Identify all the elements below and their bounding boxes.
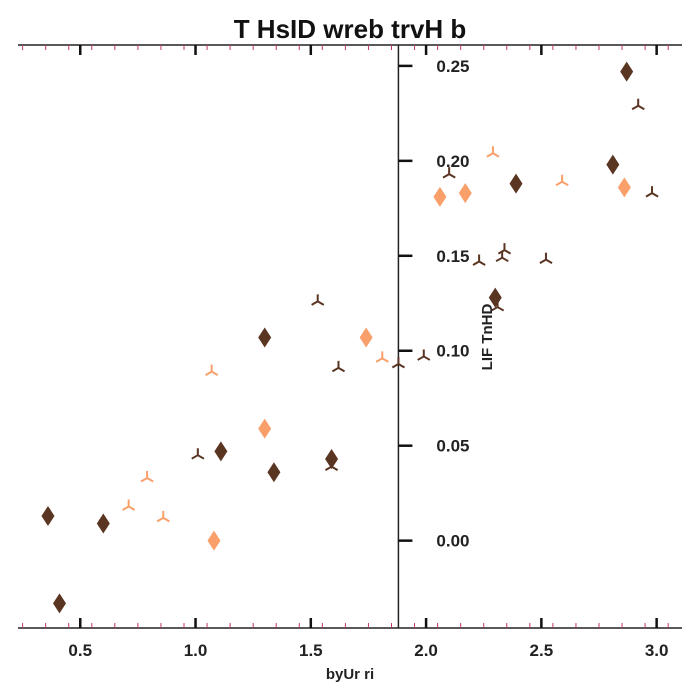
y-tick-label: 0.00: [436, 532, 469, 551]
y-axis-label: LIF TnHD: [479, 304, 496, 371]
data-point-tri: [331, 360, 346, 373]
data-point-tri: [391, 357, 406, 369]
data-point-tri: [486, 146, 500, 158]
data-point-tri: [156, 510, 170, 523]
y-tick-label: 0.15: [436, 247, 469, 266]
data-point-diamond: [458, 183, 472, 204]
data-point-tri: [191, 448, 205, 460]
data-point-tri: [631, 98, 645, 111]
data-point-tri: [497, 243, 512, 255]
data-point-tri: [472, 254, 486, 266]
data-point-tri: [324, 459, 339, 471]
data-point-diamond: [620, 61, 634, 82]
y-tick-label: 0.10: [436, 342, 469, 361]
data-point-diamond: [53, 593, 66, 614]
x-tick-label: 2.0: [414, 641, 438, 660]
data-point-tri: [311, 294, 325, 306]
data-point-diamond: [214, 441, 228, 462]
data-point-diamond: [433, 186, 447, 207]
x-axis-label: byUr ri: [326, 666, 374, 683]
x-tick-label: 1.5: [299, 641, 323, 660]
data-point-tri: [140, 470, 154, 483]
data-point-tri: [555, 174, 569, 187]
data-points: [41, 61, 659, 614]
data-point-tri: [122, 499, 136, 511]
x-tick-label: 0.5: [68, 641, 92, 660]
data-point-tri: [490, 300, 505, 312]
x-tick-label: 1.0: [184, 641, 208, 660]
data-point-diamond: [207, 530, 221, 551]
x-tick-label: 2.5: [530, 641, 554, 660]
y-tick-label: 0.05: [436, 437, 469, 456]
data-point-tri: [205, 364, 219, 376]
chart-title: T HsID wreb trvH b: [234, 14, 467, 44]
data-point-tri: [375, 351, 389, 363]
data-point-tri: [442, 167, 456, 179]
data-point-diamond: [359, 327, 373, 348]
data-point-diamond: [617, 177, 631, 198]
data-point-tri: [645, 186, 659, 198]
x-tick-label: 3.0: [645, 641, 669, 660]
data-point-diamond: [606, 154, 620, 175]
data-point-diamond: [96, 513, 110, 534]
plot-frame: [18, 44, 682, 629]
y-axis: 0.00 0.05 0.10 0.15 0.20 0.25: [397, 45, 470, 628]
data-point-diamond: [41, 505, 55, 526]
x-axis: 0.5 1.0 1.5 2.0 2.5 3.0: [68, 45, 668, 660]
y-tick-label: 0.20: [436, 152, 469, 171]
y-tick-label: 0.25: [436, 57, 469, 76]
minor-ticks: [22, 45, 669, 628]
data-point-tri: [417, 349, 431, 361]
data-point-diamond: [509, 173, 523, 194]
data-point-diamond: [258, 418, 272, 439]
data-point-diamond: [258, 327, 272, 348]
data-point-tri: [539, 252, 553, 264]
data-point-diamond: [325, 448, 339, 469]
data-point-diamond: [267, 462, 281, 483]
